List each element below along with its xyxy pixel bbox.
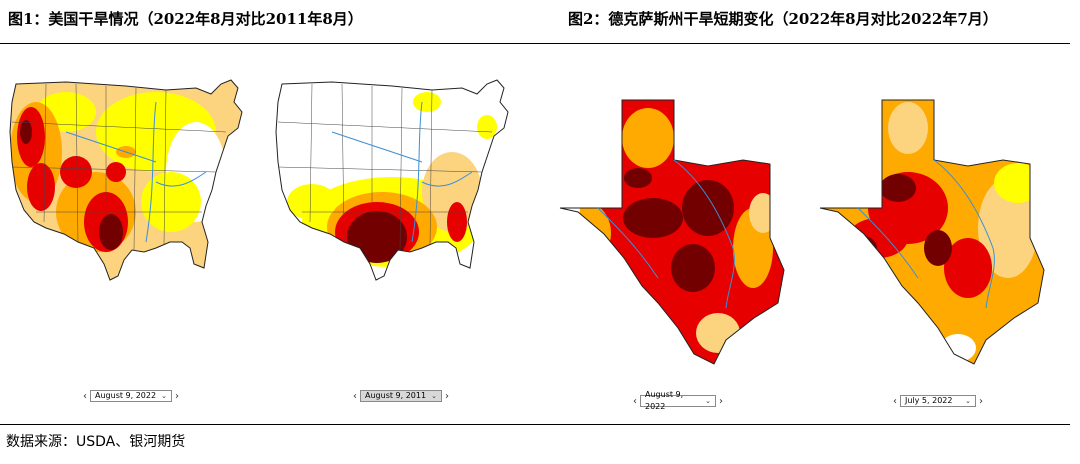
texas-drought-map-jul-2022 [819, 99, 1045, 365]
us-drought-map-2022 [9, 79, 243, 281]
chevron-down-icon: ⌄ [965, 397, 971, 405]
date-dropdown[interactable]: August 9, 2022 ⌄ [90, 390, 172, 402]
texas-drought-map-aug-2022 [559, 99, 785, 365]
chevron-left-icon[interactable]: ‹ [353, 390, 357, 402]
source-note: 数据来源：USDA、银河期货 [6, 434, 186, 450]
chevron-right-icon[interactable]: › [719, 395, 723, 407]
top-divider [0, 43, 1070, 44]
date-value: August 9, 2011 [365, 391, 427, 400]
bottom-divider [0, 424, 1070, 425]
date-selector-tx-aug: ‹ August 9, 2022 ⌄ › [630, 390, 726, 411]
chevron-right-icon[interactable]: › [445, 390, 449, 402]
figure2-title: 图2：德克萨斯州干旱短期变化（2022年8月对比2022年7月） [568, 10, 998, 28]
chevron-right-icon[interactable]: › [979, 395, 983, 407]
chevron-left-icon[interactable]: ‹ [893, 395, 897, 407]
chevron-right-icon[interactable]: › [175, 390, 179, 402]
chevron-down-icon: ⌄ [705, 397, 711, 405]
date-value: August 9, 2022 [645, 390, 684, 411]
date-selector-us-2022: ‹ August 9, 2022 ⌄ › [80, 389, 182, 403]
date-value: August 9, 2022 [95, 391, 157, 400]
chevron-down-icon: ⌄ [161, 392, 167, 400]
chevron-left-icon[interactable]: ‹ [633, 395, 637, 407]
date-dropdown[interactable]: August 9, 2022 ⌄ [640, 390, 716, 411]
date-value: July 5, 2022 [905, 396, 953, 405]
chevron-down-icon: ⌄ [431, 392, 437, 400]
date-selector-tx-jul: ‹ July 5, 2022 ⌄ › [890, 394, 986, 408]
date-dropdown[interactable]: August 9, 2011 ⌄ [360, 390, 442, 402]
chevron-left-icon[interactable]: ‹ [83, 390, 87, 402]
date-selector-us-2011: ‹ August 9, 2011 ⌄ › [350, 389, 452, 403]
us-drought-map-2011 [275, 79, 509, 281]
figure1-title: 图1：美国干旱情况（2022年8月对比2011年8月） [8, 10, 363, 28]
date-dropdown[interactable]: July 5, 2022 ⌄ [900, 395, 976, 407]
